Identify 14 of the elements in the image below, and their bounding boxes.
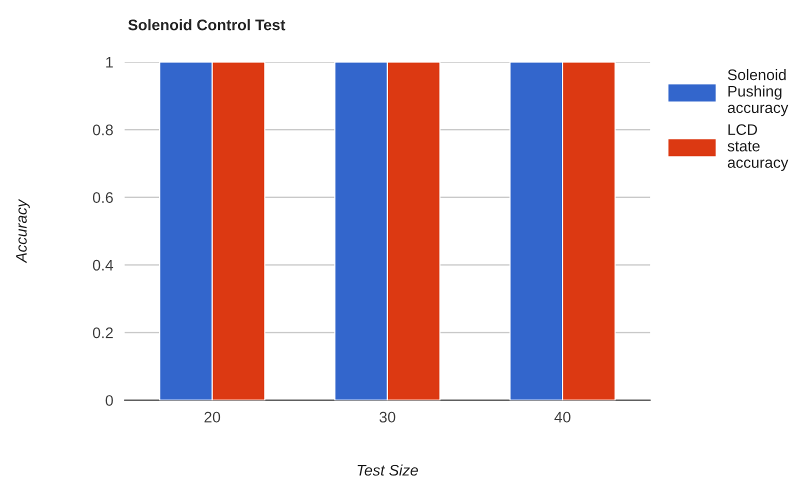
legend-label: Solenoid Pushing accuracy: [728, 68, 788, 116]
y-tick-label: 0.6: [92, 192, 113, 203]
y-axis-title: Accuracy: [16, 198, 30, 264]
y-tick-label: 1: [106, 57, 113, 68]
x-axis-title: Test Size: [358, 464, 418, 476]
x-tick-label: 40: [554, 412, 570, 423]
x-tick-label: 20: [204, 412, 220, 423]
chart-title: Solenoid Control Test: [128, 19, 286, 30]
y-tick-label: 0.2: [92, 327, 113, 338]
x-tick-label: 30: [379, 412, 396, 423]
y-tick-label: 0: [106, 395, 113, 406]
y-tick-label: 0.4: [92, 260, 114, 271]
y-tick-label: 0.8: [92, 124, 113, 136]
legend-label: LCD state accuracy: [728, 124, 788, 171]
